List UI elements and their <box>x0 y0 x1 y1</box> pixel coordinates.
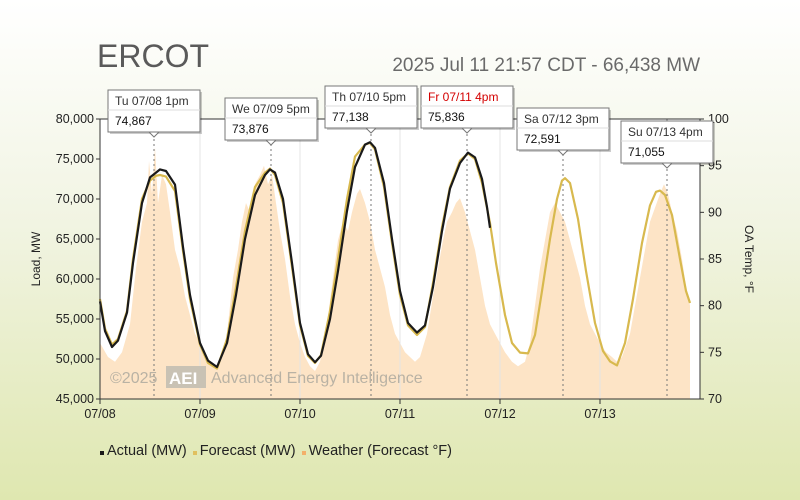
y2-tick-label: 80 <box>708 299 722 313</box>
watermark: ©2025 AEI Advanced Energy Intelligence <box>110 366 423 388</box>
y-tick-label: 70,000 <box>56 192 94 206</box>
callout-box <box>516 107 610 151</box>
watermark-logo-box <box>166 366 206 388</box>
watermark-year: ©2025 <box>110 370 157 387</box>
callout-day-label: Fr 07/11 4pm <box>428 90 498 104</box>
x-tick-label: 07/12 <box>484 407 515 421</box>
y-axis-label: Load, MW <box>29 231 43 286</box>
callout-pointer <box>264 139 278 146</box>
x-tick-label: 07/10 <box>284 407 315 421</box>
legend-swatch-weather <box>301 451 306 455</box>
peak-callout: Su 07/13 4pm 71,055 <box>620 120 715 169</box>
y2-tick-label: 75 <box>708 345 722 359</box>
legend-swatch-actual <box>100 451 104 455</box>
x-tick-label: 07/08 <box>84 407 115 421</box>
callout-day-label: We 07/09 5pm <box>232 102 310 116</box>
callout-day-label: Th 07/10 5pm <box>332 90 406 104</box>
callout-box <box>620 120 714 164</box>
timestamp-load-readout: 2025 Jul 11 21:57 CDT - 66,438 MW <box>392 55 700 76</box>
peak-callout: Tu 07/08 1pm 74,867 <box>107 89 202 138</box>
y-tick-label: 50,000 <box>56 352 94 366</box>
y2-tick-label: 85 <box>708 252 722 266</box>
y-tick-label: 55,000 <box>56 312 94 326</box>
legend: Actual (MW) Forecast (MW) Weather (Forec… <box>100 443 452 459</box>
chart-title: ERCOT <box>97 38 209 74</box>
y-tick-label: 80,000 <box>56 112 94 126</box>
callout-pointer <box>660 162 674 169</box>
callout-box <box>420 85 514 129</box>
legend-label-weather: Weather (Forecast °F) <box>308 443 452 459</box>
weather-forecast-area <box>100 147 690 399</box>
callout-box <box>107 89 201 133</box>
peak-callout: Fr 07/11 4pm 75,836 <box>420 85 515 134</box>
y2-tick-label: 90 <box>708 205 722 219</box>
callout-day-label: Su 07/13 4pm <box>628 125 703 139</box>
callout-pointer <box>556 149 570 156</box>
callout-pointer <box>147 131 161 138</box>
callout-box <box>224 97 318 141</box>
callout-box <box>324 85 418 129</box>
legend-item-actual[interactable]: Actual (MW) <box>100 443 187 459</box>
peak-callout: We 07/09 5pm 73,876 <box>224 97 319 146</box>
callout-value: 74,867 <box>115 114 152 128</box>
peak-callout: Th 07/10 5pm 77,138 <box>324 85 419 134</box>
legend-item-forecast[interactable]: Forecast (MW) <box>192 443 296 459</box>
callout-value: 75,836 <box>428 110 465 124</box>
watermark-logo: AEI <box>169 369 197 388</box>
callout-day-label: Sa 07/12 3pm <box>524 112 599 126</box>
legend-label-actual: Actual (MW) <box>107 443 187 459</box>
watermark-company: Advanced Energy Intelligence <box>211 370 423 387</box>
y-tick-label: 45,000 <box>56 392 94 406</box>
legend-label-forecast: Forecast (MW) <box>199 443 296 459</box>
y-tick-label: 65,000 <box>56 232 94 246</box>
x-tick-label: 07/13 <box>584 407 615 421</box>
callout-value: 73,876 <box>232 122 269 136</box>
callout-pointer <box>460 127 474 134</box>
legend-swatch-forecast <box>192 451 197 455</box>
x-tick-label: 07/11 <box>385 407 415 421</box>
y-tick-label: 75,000 <box>56 152 94 166</box>
x-tick-label: 07/09 <box>184 407 215 421</box>
y2-tick-label: 70 <box>708 392 722 406</box>
load-chart: ©2025 AEI Advanced Energy Intelligence 4… <box>29 85 756 421</box>
actual-line <box>98 141 492 369</box>
callout-value: 72,591 <box>524 132 561 146</box>
callout-value: 71,055 <box>628 145 665 159</box>
callout-day-label: Tu 07/08 1pm <box>115 94 189 108</box>
peak-callout: Sa 07/12 3pm 72,591 <box>516 107 611 156</box>
callout-pointer <box>364 127 378 134</box>
y-tick-label: 60,000 <box>56 272 94 286</box>
legend-item-weather[interactable]: Weather (Forecast °F) <box>301 443 452 459</box>
y2-axis-label: OA Temp, °F <box>742 225 756 293</box>
callout-value: 77,138 <box>332 110 369 124</box>
